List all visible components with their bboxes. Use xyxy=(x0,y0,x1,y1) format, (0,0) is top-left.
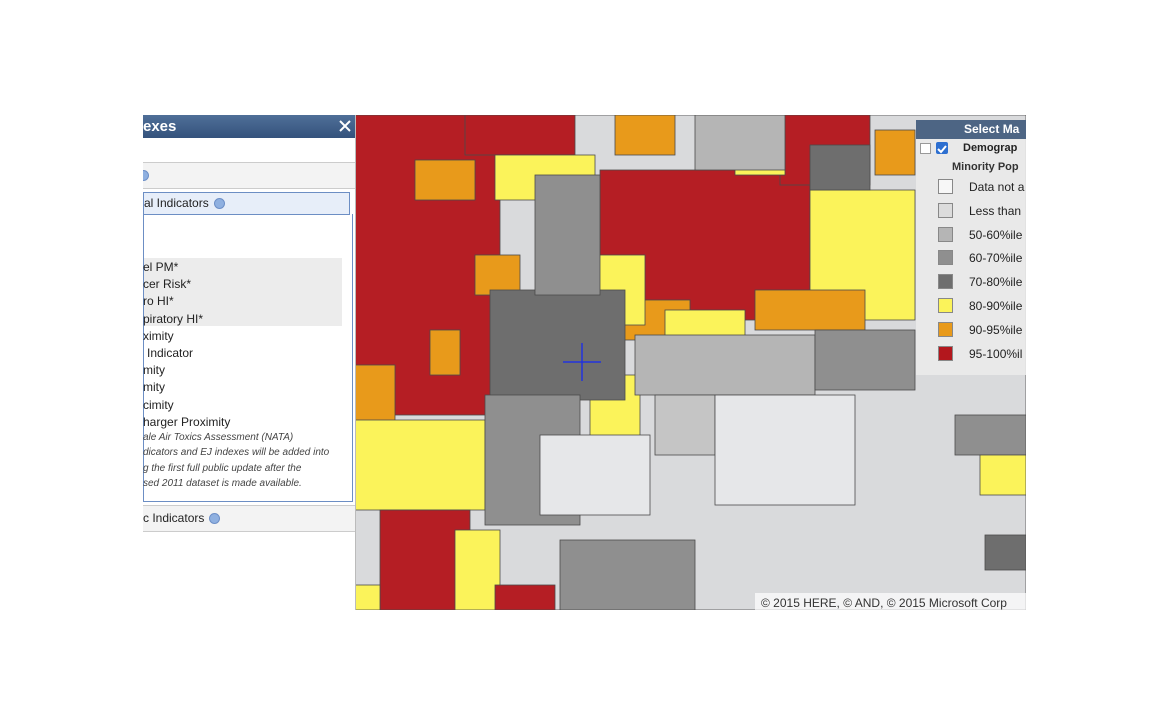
tract xyxy=(474,254,521,296)
legend-label: Data not a xyxy=(969,180,1025,194)
legend-swatch xyxy=(938,226,953,242)
note-line: g the first full public update after the xyxy=(143,462,302,474)
legend-label: 50-60%ile xyxy=(969,227,1023,242)
side-panel: exes al Indicators el PM* cer Risk* ro HI*… xyxy=(143,115,356,610)
legend-label: 95-100%il xyxy=(969,346,1023,361)
layer-checkbox[interactable] xyxy=(936,142,948,154)
attribution: © 2015 HERE, © AND, © 2015 Microsoft Cor… xyxy=(761,596,1007,610)
crosshair xyxy=(563,343,601,381)
indicator-item: mity xyxy=(143,380,165,395)
legend-label: Less than xyxy=(969,203,1022,218)
legend-swatch xyxy=(938,298,953,313)
note-line: sed 2011 dataset is made available. xyxy=(143,477,302,489)
tract xyxy=(559,539,696,610)
tract xyxy=(539,434,651,516)
panel-header: exes xyxy=(143,115,355,138)
indicator-item: piratory HI* xyxy=(143,311,204,326)
disabled-group xyxy=(144,258,342,326)
tract xyxy=(809,144,871,191)
indicator-item: Indicator xyxy=(147,346,194,360)
accordion-header[interactable]: al Indicators xyxy=(143,192,350,215)
legend-swatch xyxy=(938,345,953,361)
close-button[interactable] xyxy=(339,120,351,132)
layer-name: Demograp xyxy=(963,142,1018,154)
accordion-body xyxy=(143,214,353,502)
indicator-item: el PM* xyxy=(143,260,179,274)
panel-title: exes xyxy=(143,118,177,135)
tract xyxy=(984,534,1026,571)
tract xyxy=(355,364,396,426)
legend-title: Select Ma xyxy=(916,120,1026,139)
legend-swatch xyxy=(938,274,953,290)
tract xyxy=(429,329,461,376)
legend-swatch xyxy=(938,202,953,218)
tab-row xyxy=(143,162,355,189)
tract xyxy=(355,419,486,511)
tract xyxy=(464,115,576,156)
section-title: c Indicators xyxy=(143,511,205,525)
legend-panel: Select Ma Demograp Minority Pop Data not… xyxy=(916,120,1026,375)
legend-label: 90-95%ile xyxy=(969,322,1023,337)
accordion-header[interactable]: c Indicators xyxy=(143,505,355,532)
info-icon[interactable] xyxy=(143,170,149,181)
tract xyxy=(454,529,501,610)
legend-swatch xyxy=(938,179,953,194)
indicator-item: cimity xyxy=(143,397,174,412)
tract xyxy=(874,129,916,176)
indicator-item: cer Risk* xyxy=(143,277,192,292)
tract xyxy=(414,159,476,201)
tract xyxy=(714,394,856,506)
tract xyxy=(979,454,1026,496)
note-line: dicators and EJ indexes will be added in… xyxy=(143,447,330,459)
indicator-item: ro HI* xyxy=(143,294,174,309)
sublayer-name: Minority Pop xyxy=(952,161,1019,173)
info-icon[interactable] xyxy=(209,513,221,525)
legend-label: 70-80%ile xyxy=(969,275,1023,290)
legend-label: 60-70%ile xyxy=(969,251,1023,266)
tract xyxy=(489,289,626,401)
tract xyxy=(634,334,816,396)
tract xyxy=(534,174,601,296)
legend-swatch xyxy=(938,321,953,337)
indicator-item: harger Proximity xyxy=(143,414,231,429)
note-line: ale Air Toxics Assessment (NATA) xyxy=(143,432,294,443)
tract xyxy=(614,115,676,156)
tracts xyxy=(355,115,1026,610)
indicator-item: mity xyxy=(143,363,165,378)
map[interactable]: © 2015 HERE, © AND, © 2015 Microsoft Cor… xyxy=(355,115,1026,610)
tract xyxy=(694,115,786,171)
tract xyxy=(654,394,716,456)
tract xyxy=(494,584,556,610)
legend-swatch xyxy=(938,250,953,266)
legend-label: 80-90%ile xyxy=(969,299,1023,313)
info-icon[interactable] xyxy=(213,198,225,210)
tract xyxy=(814,329,916,391)
section-title: al Indicators xyxy=(144,196,209,210)
tract xyxy=(754,289,866,331)
indicator-item: ximity xyxy=(143,328,174,343)
tract xyxy=(954,414,1026,456)
attribution-bg xyxy=(755,593,1026,610)
collapse-button[interactable] xyxy=(920,143,931,154)
tract xyxy=(355,584,381,610)
